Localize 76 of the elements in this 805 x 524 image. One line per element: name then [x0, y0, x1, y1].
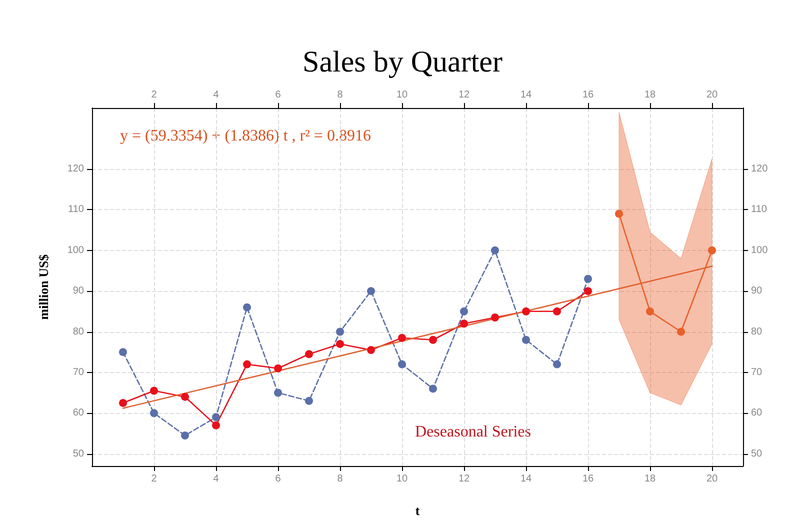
x2-tick-label: 2 [151, 90, 158, 100]
x-tick-label: 4 [213, 474, 220, 484]
point [491, 314, 499, 322]
x-tick-label: 18 [644, 474, 656, 484]
y2-tick-label: 50 [751, 448, 763, 460]
point [150, 409, 158, 418]
y-axis-title: million US$ [36, 254, 51, 320]
chart-title: Sales by Quarter [302, 46, 502, 78]
point [584, 274, 592, 283]
point [553, 360, 561, 368]
x-tick-label: 14 [520, 474, 532, 484]
x-tick-label: 16 [582, 474, 594, 484]
x2-tick-label: 18 [644, 90, 656, 100]
point [305, 396, 313, 405]
x2-tick-label: 16 [582, 90, 594, 100]
y-tick-label: 100 [67, 244, 84, 256]
x-tick-label: 6 [275, 474, 282, 484]
y2-tick-label: 70 [751, 366, 763, 378]
point [646, 307, 654, 316]
point [522, 307, 530, 316]
x2-tick-label: 10 [396, 90, 408, 100]
y2-tick-label: 120 [751, 164, 768, 175]
point [522, 336, 530, 344]
x-tick-label: 8 [337, 474, 344, 484]
x-axis-title: t [415, 503, 420, 518]
y-tick-label: 50 [72, 448, 84, 460]
x2-tick-label: 4 [213, 90, 220, 100]
point [677, 328, 685, 336]
point [708, 246, 716, 254]
annotation: Deseasonal Series [415, 424, 531, 440]
x2-tick-label: 6 [275, 90, 282, 100]
point [460, 320, 468, 328]
x2-tick-label: 12 [458, 90, 470, 100]
y2-tick-label: 80 [751, 326, 763, 338]
point [212, 413, 220, 422]
point [553, 307, 561, 316]
point [429, 336, 437, 344]
y2-tick-label: 110 [751, 204, 768, 216]
point [243, 360, 251, 368]
y-tick-label: 60 [72, 408, 84, 419]
point [398, 334, 406, 342]
point [336, 328, 344, 336]
y2-tick-label: 90 [751, 286, 763, 297]
y2-tick-label: 100 [751, 244, 768, 256]
point [181, 392, 189, 401]
point [491, 246, 499, 254]
point [460, 307, 468, 316]
point [336, 340, 344, 348]
point [274, 388, 282, 397]
x-tick-label: 10 [396, 474, 408, 484]
point [305, 350, 313, 358]
point [367, 346, 375, 354]
y-tick-label: 80 [72, 326, 84, 338]
point [367, 287, 375, 296]
y2-tick-label: 60 [751, 408, 763, 419]
y-tick-label: 120 [67, 164, 84, 175]
point [119, 348, 127, 356]
point [119, 398, 127, 407]
y-tick-label: 90 [72, 286, 84, 297]
x-tick-label: 2 [151, 474, 158, 484]
point [181, 431, 189, 440]
x2-tick-label: 14 [520, 90, 532, 100]
y-tick-label: 110 [68, 204, 84, 216]
x2-tick-label: 20 [706, 90, 718, 100]
point [398, 360, 406, 368]
x-tick-label: 20 [706, 474, 718, 484]
x-tick-label: 12 [458, 474, 470, 484]
point [243, 303, 251, 312]
y-tick-label: 70 [72, 366, 84, 378]
point [150, 386, 158, 395]
x2-tick-label: 8 [337, 90, 344, 100]
point [212, 421, 220, 430]
point [274, 364, 282, 372]
point [615, 210, 623, 218]
point [429, 384, 437, 393]
point [584, 287, 592, 296]
